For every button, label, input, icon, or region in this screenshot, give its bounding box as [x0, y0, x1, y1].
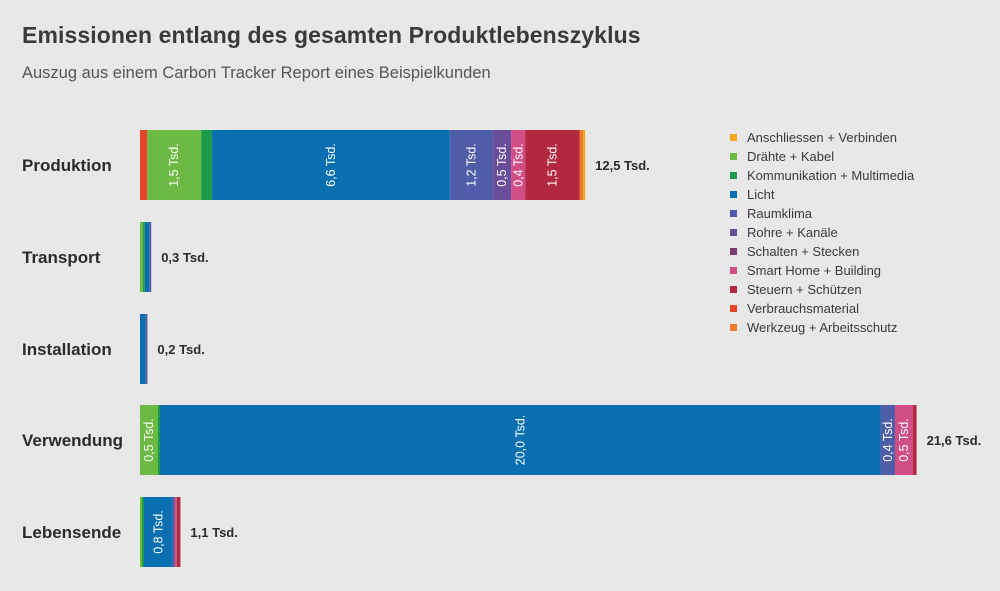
bar-segment-licht: [144, 497, 173, 567]
bar-segment-smart-home-building: [894, 405, 913, 475]
legend-item-schalten-stecken: Schalten + Stecken: [730, 242, 914, 261]
legend-item-draehte-kabel: Drähte + Kabel: [730, 147, 914, 166]
legend-swatch: [730, 191, 737, 198]
bar-segment-draehte-kabel: [140, 405, 159, 475]
segment-value-label: 1,5 Tsd.: [546, 143, 560, 187]
category-label: Lebensende: [22, 523, 121, 542]
bar-row-produktion: Produktion 1,5 Tsd. 6,6 Tsd. 1,2 Tsd. 0,5 Ts…: [22, 130, 650, 200]
category-label: Transport: [22, 248, 101, 267]
legend-label: Rohre + Kanäle: [747, 225, 838, 240]
legend-swatch: [730, 248, 737, 255]
bar-segment-kommunikation-multimedia: [158, 405, 161, 475]
bar-segment-anschliessen-verbinden: [583, 130, 586, 200]
bar-row-lebensende: Lebensende 0,8 Tsd. 1,1 Tsd.: [22, 497, 238, 567]
bar-segment-steuern-schuetzen: [912, 405, 917, 475]
legend-item-smart-home-building: Smart Home + Building: [730, 261, 914, 280]
legend-swatch: [730, 210, 737, 217]
segment-value-label: 0,5 Tsd.: [142, 418, 156, 462]
segment-value-label: 1,2 Tsd.: [464, 143, 478, 187]
segment-value-label: 0,4 Tsd.: [511, 143, 525, 187]
bar-row-installation: Installation 0,2 Tsd.: [22, 314, 205, 384]
segment-value-label: 20,0 Tsd.: [513, 415, 527, 466]
legend-label: Schalten + Stecken: [747, 244, 860, 259]
bar-segment-licht: [144, 222, 150, 292]
bar-segment-raumklima: [880, 405, 895, 475]
bar-segment-smart-home-building: [511, 130, 526, 200]
segment-value-label: 0,5 Tsd.: [495, 143, 509, 187]
legend-swatch: [730, 305, 737, 312]
segment-value-label: 0,4 Tsd.: [881, 418, 895, 462]
bar-row-transport: Transport 0,3 Tsd.: [22, 222, 209, 292]
category-label: Produktion: [22, 156, 112, 175]
bar-segment-raumklima: [449, 130, 494, 200]
bar-segment-draehte-kabel: [147, 130, 202, 200]
legend-item-rohre-kanaele: Rohre + Kanäle: [730, 223, 914, 242]
bar-row-verwendung: Verwendung 0,5 Tsd. 20,0 Tsd. 0,4 Tsd. 0,5 T…: [22, 405, 981, 475]
legend-label: Licht: [747, 187, 775, 202]
legend-label: Werkzeug + Arbeitsschutz: [747, 320, 898, 335]
legend-swatch: [730, 267, 737, 274]
legend-item-kommunikation-multimedia: Kommunikation + Multimedia: [730, 166, 914, 185]
bar-segment-licht: [212, 130, 450, 200]
category-label: Installation: [22, 340, 112, 359]
segment-value-label: 0,5 Tsd.: [897, 418, 911, 462]
bar-segment-werkzeug-arbeitsschutz: [579, 130, 584, 200]
bar-segment-kommunikation-multimedia: [201, 130, 213, 200]
total-label: 0,2 Tsd.: [157, 342, 204, 357]
bar-segment-kommunikation-multimedia: [142, 222, 145, 292]
legend-label: Verbrauchsmaterial: [747, 301, 859, 316]
legend-swatch: [730, 229, 737, 236]
bar-segment-raumklima: [145, 314, 148, 384]
segment-value-label: 1,5 Tsd.: [167, 143, 181, 187]
legend-label: Smart Home + Building: [747, 263, 882, 278]
segment-value-label: 0,8 Tsd.: [151, 510, 165, 554]
legend-label: Kommunikation + Multimedia: [747, 168, 915, 183]
bar-segment-steuern-schuetzen: [525, 130, 580, 200]
legend-item-anschliessen-verbinden: Anschliessen + Verbinden: [730, 128, 914, 147]
legend-item-raumklima: Raumklima: [730, 204, 914, 223]
legend-label: Drähte + Kabel: [747, 149, 835, 164]
total-label: 1,1 Tsd.: [190, 525, 237, 540]
bar-segment-licht: [160, 405, 881, 475]
legend-swatch: [730, 324, 737, 331]
chart-subtitle: Auszug aus einem Carbon Tracker Report e…: [22, 64, 491, 82]
total-label: 12,5 Tsd.: [595, 158, 650, 173]
chart-legend: Anschliessen + Verbinden Drähte + Kabel Ko…: [730, 128, 914, 337]
bar-segment-rohre-kanaele: [493, 130, 512, 200]
bar-segment-draehte-kabel: [140, 497, 142, 567]
bar-segment-licht: [140, 314, 146, 384]
legend-label: Anschliessen + Verbinden: [747, 130, 897, 145]
legend-item-werkzeug-arbeitsschutz: Werkzeug + Arbeitsschutz: [730, 318, 914, 337]
segment-value-label: 6,6 Tsd.: [324, 143, 338, 187]
bar-segment-rohre-kanaele: [172, 497, 175, 567]
legend-item-verbrauchsmaterial: Verbrauchsmaterial: [730, 299, 914, 318]
legend-swatch: [730, 172, 737, 179]
legend-swatch: [730, 286, 737, 293]
legend-item-steuern-schuetzen: Steuern + Schützen: [730, 280, 914, 299]
bar-segment-smart-home-building: [174, 497, 177, 567]
bar-segment-verbrauchsmaterial: [140, 130, 148, 200]
chart-title: Emissionen entlang des gesamten Produktl…: [22, 22, 641, 48]
legend-label: Steuern + Schützen: [747, 282, 862, 297]
legend-label: Raumklima: [747, 206, 813, 221]
bar-segment-draehte-kabel: [140, 222, 143, 292]
total-label: 21,6 Tsd.: [927, 433, 982, 448]
legend-swatch: [730, 134, 737, 141]
total-label: 0,3 Tsd.: [161, 250, 208, 265]
bar-segment-steuern-schuetzen: [176, 497, 181, 567]
category-label: Verwendung: [22, 431, 123, 450]
legend-swatch: [730, 153, 737, 160]
bar-segment-kommunikation-multimedia: [142, 497, 144, 567]
legend-item-licht: Licht: [730, 185, 914, 204]
bar-segment-raumklima: [149, 222, 152, 292]
